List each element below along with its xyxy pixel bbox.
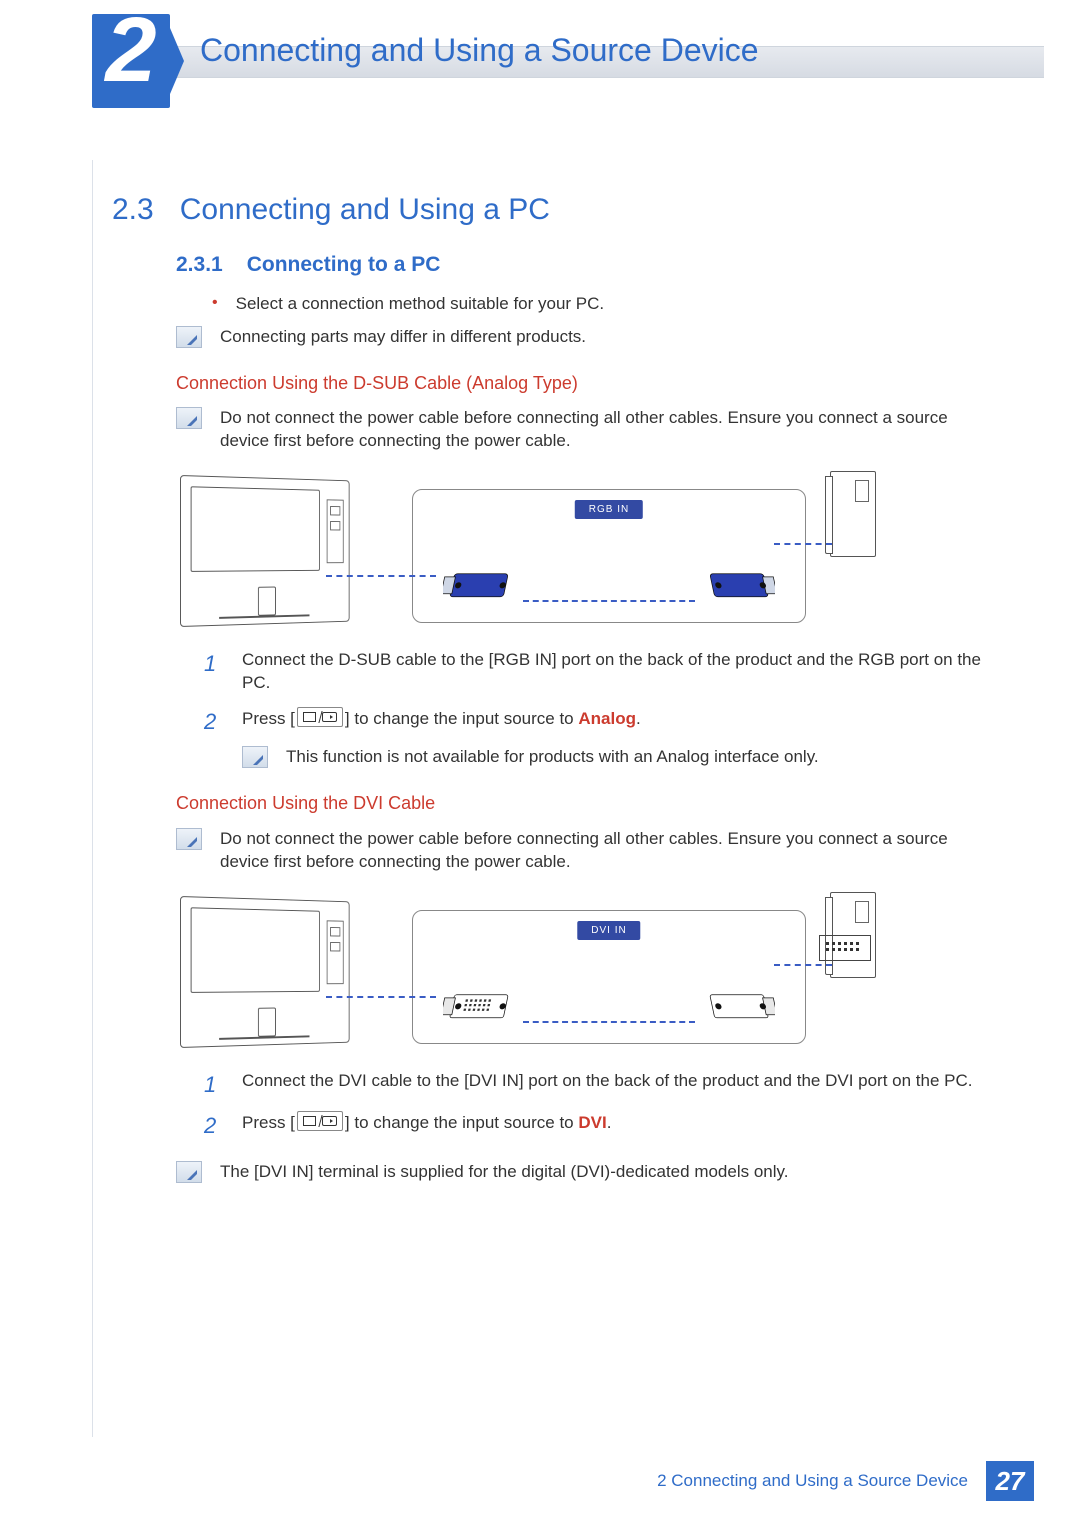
dvi-section: Connection Using the DVI Cable Do not co…: [176, 791, 1000, 1183]
connection-panel: RGB IN: [412, 489, 806, 623]
cable-line: [523, 600, 695, 602]
footer-text: 2 Connecting and Using a Source Device: [657, 1471, 968, 1491]
step-text: Press [] to change the input source to D…: [242, 1111, 1000, 1141]
source-button-icon: [297, 707, 343, 727]
section-title: Connecting and Using a PC: [180, 190, 550, 231]
step2-suffix: ]: [345, 1113, 350, 1132]
dsub-plug-left: [443, 560, 521, 606]
dvi-warning-text: Do not connect the power cable before co…: [220, 828, 1000, 874]
step2-mid: to change the input source to: [354, 709, 573, 728]
intro-bullet-text: Select a connection method suitable for …: [236, 293, 605, 316]
section-heading: 2.3 Connecting and Using a PC: [112, 190, 1000, 231]
connection-panel: DVI IN: [412, 910, 806, 1044]
chapter-title: Connecting and Using a Source Device: [200, 32, 759, 69]
source-button-icon: [297, 1111, 343, 1131]
cable-line-to-pc: [774, 964, 832, 966]
step2-keyword: Analog: [578, 709, 636, 728]
step2-prefix: Press [: [242, 709, 295, 728]
dsub-section: Connection Using the D-SUB Cable (Analog…: [176, 371, 1000, 770]
step2-prefix: Press [: [242, 1113, 295, 1132]
dvi-note-text: The [DVI IN] terminal is supplied for th…: [220, 1161, 789, 1184]
subsection-title: Connecting to a PC: [247, 251, 441, 279]
dsub-note-row: This function is not available for produ…: [242, 746, 1000, 769]
step2-suffix: ]: [345, 709, 350, 728]
step-number: 2: [204, 707, 224, 737]
dvi-warning-row: Do not connect the power cable before co…: [176, 828, 1000, 874]
page-number: 27: [986, 1461, 1034, 1501]
port-label: DVI IN: [577, 921, 640, 941]
page-content: 2.3 Connecting and Using a PC 2.3.1 Conn…: [112, 190, 1000, 1202]
chapter-number: 2: [92, 4, 170, 96]
note-icon: [176, 407, 202, 429]
intro-block: • Select a connection method suitable fo…: [176, 293, 1000, 349]
dvi-step-2: 2 Press [] to change the input source to…: [204, 1111, 1000, 1141]
step-text: Connect the DVI cable to the [DVI IN] po…: [242, 1070, 1000, 1100]
cable-line: [523, 1021, 695, 1023]
step-number: 2: [204, 1111, 224, 1141]
dvi-diagram: DVI IN: [176, 892, 876, 1052]
dsub-step-2: 2 Press [] to change the input source to…: [204, 707, 1000, 737]
subsection-number: 2.3.1: [176, 251, 223, 279]
cable-line-to-pc: [774, 543, 832, 545]
dvi-note-row: The [DVI IN] terminal is supplied for th…: [176, 1161, 1000, 1184]
monitor-illustration: [180, 896, 350, 1048]
dsub-warning-row: Do not connect the power cable before co…: [176, 407, 1000, 453]
bullet-dot-icon: •: [212, 293, 218, 316]
step-text: Press [] to change the input source to A…: [242, 707, 1000, 737]
intro-note-row: Connecting parts may differ in different…: [176, 326, 1000, 349]
note-icon: [176, 326, 202, 348]
pc-illustration: [830, 471, 876, 557]
step-number: 1: [204, 1070, 224, 1100]
dsub-step-1: 1 Connect the D-SUB cable to the [RGB IN…: [204, 649, 1000, 695]
dsub-warning-text: Do not connect the power cable before co…: [220, 407, 1000, 453]
step-text: Connect the D-SUB cable to the [RGB IN] …: [242, 649, 1000, 695]
intro-bullet-row: • Select a connection method suitable fo…: [212, 293, 1000, 316]
cable-line-to-monitor: [326, 575, 436, 577]
manual-page: 2 Connecting and Using a Source Device 2…: [0, 0, 1080, 1527]
page-footer: 2 Connecting and Using a Source Device 2…: [0, 1461, 1080, 1501]
dsub-heading: Connection Using the D-SUB Cable (Analog…: [176, 371, 1000, 395]
section-number: 2.3: [112, 190, 154, 231]
monitor-illustration: [180, 475, 350, 627]
step2-mid: to change the input source to: [354, 1113, 573, 1132]
dvi-heading: Connection Using the DVI Cable: [176, 791, 1000, 815]
step2-keyword: DVI: [578, 1113, 606, 1132]
dvi-plug-left: [443, 981, 521, 1027]
note-icon: [242, 746, 268, 768]
step-number: 1: [204, 649, 224, 695]
pc-dvi-port: [819, 935, 871, 961]
cable-line-to-monitor: [326, 996, 436, 998]
intro-note-text: Connecting parts may differ in different…: [220, 326, 586, 349]
dvi-plug-right: [697, 981, 775, 1027]
dsub-note-text: This function is not available for produ…: [286, 746, 819, 769]
step2-period: .: [636, 709, 641, 728]
dsub-diagram: RGB IN: [176, 471, 876, 631]
dvi-step-1: 1 Connect the DVI cable to the [DVI IN] …: [204, 1070, 1000, 1100]
left-gutter-line: [92, 160, 93, 1437]
note-icon: [176, 1161, 202, 1183]
dsub-plug-right: [697, 560, 775, 606]
note-icon: [176, 828, 202, 850]
port-label: RGB IN: [575, 500, 643, 520]
step2-period: .: [607, 1113, 612, 1132]
subsection-heading: 2.3.1 Connecting to a PC: [176, 251, 1000, 279]
chapter-badge: 2: [92, 14, 170, 108]
